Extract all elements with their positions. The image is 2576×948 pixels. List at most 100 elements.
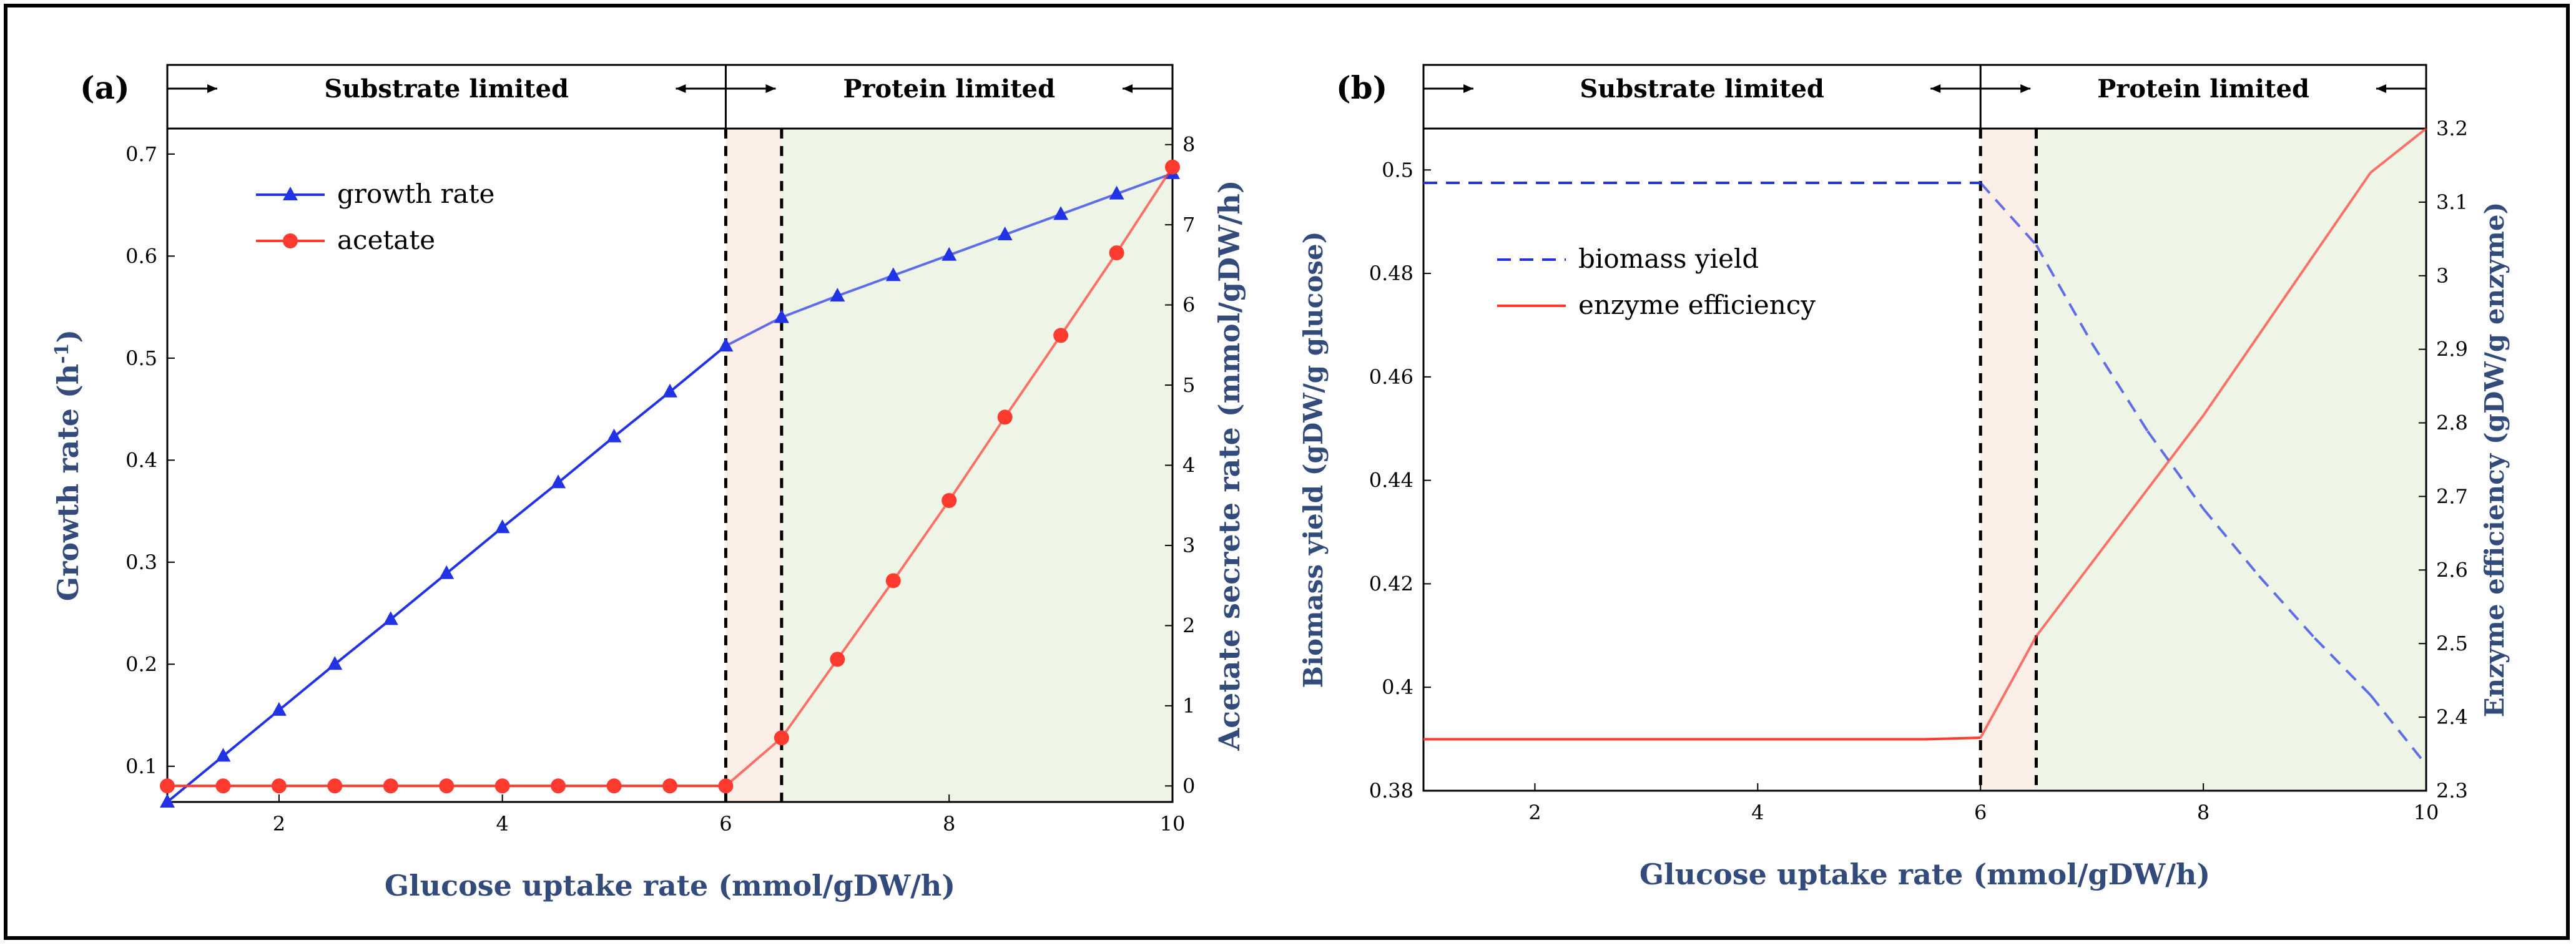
legend-label: biomass yield (1578, 243, 1759, 274)
growth-rate-point (662, 383, 677, 398)
acetate-segment (780, 658, 838, 739)
y-tick-label: 0.6 (125, 244, 157, 268)
y-tick-label: 0.48 (1369, 261, 1413, 285)
y-axis-label: Biomass yield (gDW/g glucose) (1298, 232, 1329, 688)
y2-tick-label: 2 (1182, 613, 1195, 637)
y-tick-label: 0.5 (125, 346, 157, 370)
y-tick-label: 0.38 (1369, 779, 1413, 803)
acetate-point (830, 652, 845, 667)
acetate-point (551, 778, 566, 794)
growth-rate-segment (390, 572, 448, 620)
x-tick-label: 10 (2414, 801, 2439, 824)
y-axis-label: Growth rate (h-1) (51, 330, 85, 601)
growth-rate-segment (334, 618, 392, 665)
protein-limited-label: Protein limited (843, 74, 1055, 104)
acetate-segment (892, 499, 950, 582)
growth-rate-point (327, 656, 343, 670)
growth-rate-segment (1004, 213, 1061, 236)
protein-limited-label: Protein limited (2097, 74, 2309, 104)
y-tick-label: 0.2 (125, 652, 157, 676)
y-axis-label-close: ) (51, 330, 85, 343)
x-tick-label: 6 (719, 812, 732, 836)
x-tick-label: 8 (2197, 801, 2210, 824)
y2-axis-label: Acetate secrete rate (mmol/gDW/h) (1212, 180, 1246, 751)
x-tick-label: 4 (496, 812, 508, 836)
y2-tick-label: 2.5 (2436, 632, 2468, 655)
growth-rate-point (941, 247, 957, 261)
y-tick-label: 0.4 (125, 448, 157, 472)
y2-tick-label: 3.1 (2436, 190, 2468, 214)
growth-rate-point (494, 519, 510, 534)
y2-tick-label: 4 (1182, 454, 1195, 477)
biomass-yield-segment (2202, 507, 2260, 577)
y2-tick-label: 2.7 (2436, 484, 2468, 508)
acetate-point (941, 493, 957, 509)
acetate-segment (1059, 252, 1118, 336)
legend-label: enzyme efficiency (1578, 290, 1816, 320)
biomass-yield-segment (2314, 637, 2372, 696)
x-axis-label: Glucose uptake rate (mmol/gDW/h) (385, 869, 955, 902)
substrate-arrow-right-head (1930, 84, 1941, 93)
acetate-point (383, 778, 398, 794)
y2-tick-label: 2.6 (2436, 558, 2468, 582)
acetate-segment (948, 416, 1006, 502)
biomass-yield-segment (2369, 694, 2427, 766)
growth-rate-point (830, 288, 845, 302)
growth-rate-segment (1116, 172, 1173, 195)
growth-rate-segment (613, 391, 671, 438)
y2-tick-label: 3 (1182, 534, 1195, 557)
growth-rate-segment (166, 755, 224, 803)
y2-tick-label: 3 (2436, 264, 2449, 288)
biomass-yield-segment (2146, 430, 2205, 510)
growth-rate-point (606, 428, 622, 442)
legend-label: growth rate (337, 178, 494, 209)
x-tick-label: 2 (1528, 801, 1541, 824)
y2-tick-label: 5 (1182, 373, 1195, 397)
region-header-box (1422, 64, 2427, 130)
enzyme-efficiency-segment (1924, 736, 1981, 741)
y2-tick-label: 1 (1182, 694, 1195, 718)
substrate-limited-label: Substrate limited (324, 74, 569, 104)
legend-marker (283, 187, 298, 200)
panel-label: (b) (1336, 69, 1387, 106)
protein-arrow-right-head (2376, 84, 2386, 93)
growth-rate-point (885, 267, 901, 281)
acetate-point (1165, 159, 1180, 175)
growth-rate-segment (1060, 192, 1118, 216)
y-tick-label: 0.3 (125, 550, 157, 574)
legend-marker (283, 233, 298, 248)
acetate-point (327, 778, 343, 794)
transition-region (1980, 129, 2037, 791)
protein-limited-region (2036, 129, 2426, 791)
y2-tick-label: 6 (1182, 293, 1195, 317)
enzyme-efficiency-segment (1979, 635, 2038, 739)
protein-arrow-left-head (765, 84, 776, 93)
growth-rate-segment (445, 526, 503, 575)
x-tick-label: 6 (1974, 801, 1987, 824)
growth-rate-point (718, 338, 734, 352)
growth-rate-segment (948, 233, 1006, 257)
acetate-point (1109, 245, 1124, 261)
biomass-yield-segment (1979, 182, 2037, 246)
growth-rate-segment (725, 316, 782, 348)
growth-rate-point (439, 565, 455, 579)
growth-rate-segment (501, 481, 559, 529)
acetate-segment (725, 736, 783, 787)
acetate-point (1053, 328, 1069, 343)
y-tick-label: 0.4 (1382, 675, 1413, 699)
enzyme-efficiency-segment (2313, 172, 2372, 255)
x-tick-label: 4 (1751, 801, 1764, 824)
y2-tick-label: 2.4 (2436, 705, 2468, 729)
biomass-yield-segment (2258, 575, 2316, 639)
growth-rate-segment (278, 663, 336, 711)
acetate-segment (1004, 335, 1062, 418)
legend-label: acetate (337, 225, 435, 255)
substrate-arrow-left-head (1463, 84, 1473, 93)
growth-rate-segment (781, 295, 838, 319)
enzyme-efficiency-segment (2369, 127, 2427, 174)
y-tick-label: 0.42 (1369, 572, 1413, 595)
y2-axis-label: Enzyme efficiency (gDW/g enzyme) (2479, 202, 2510, 718)
protein-arrow-right-head (1123, 84, 1133, 93)
panel-b: Substrate limited Protein limited (b) 2 4 6 8 1… (1298, 64, 2510, 891)
